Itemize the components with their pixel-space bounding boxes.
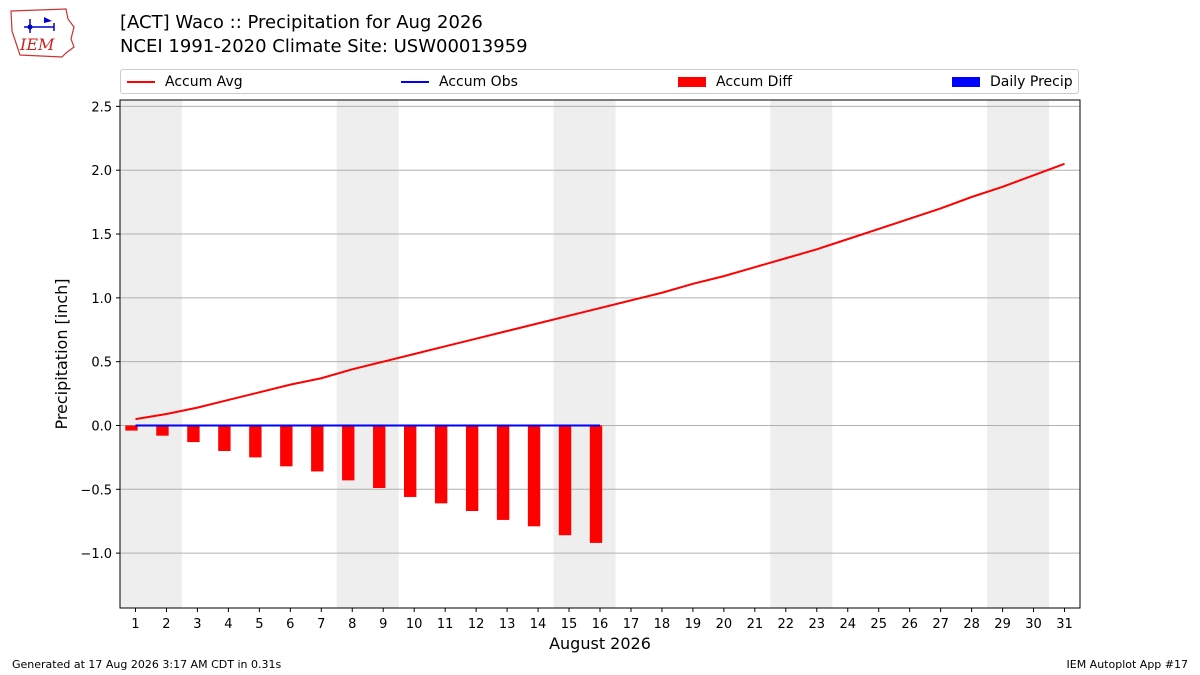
accum-diff-bar (187, 425, 200, 443)
y-axis-label: Precipitation [inch] (52, 278, 71, 429)
x-tick-label: 13 (499, 617, 516, 632)
x-tick-label: 27 (932, 617, 949, 632)
y-tick-label: 0.0 (91, 419, 112, 434)
x-tick-label: 17 (623, 617, 640, 632)
x-tick-label: 4 (224, 617, 232, 632)
x-tick-label: 10 (406, 617, 423, 632)
x-tick-label: 9 (379, 617, 387, 632)
footer-generated: Generated at 17 Aug 2026 3:17 AM CDT in … (12, 658, 282, 671)
chart-title: [ACT] Waco :: Precipitation for Aug 2026 (120, 12, 483, 33)
legend-item-accum-diff: Accum Diff (678, 74, 792, 90)
legend-item-accum-obs: Accum Obs (401, 74, 518, 90)
weekend-bands (120, 100, 1050, 608)
accum-diff-bar (465, 425, 479, 511)
x-tick-label: 23 (809, 617, 826, 632)
legend-label-daily-precip: Daily Precip (990, 74, 1073, 90)
legend-label-accum-avg: Accum Avg (165, 74, 243, 90)
accum-diff-bar (125, 425, 138, 431)
accum-diff-bar (280, 425, 293, 467)
x-tick-label: 2 (162, 617, 170, 632)
weekend-band (336, 100, 399, 608)
accum-diff-bar (311, 425, 324, 472)
legend-label-accum-diff: Accum Diff (716, 74, 793, 90)
legend-item-daily-precip: Daily Precip (952, 74, 1073, 90)
accum-diff-bar (249, 425, 262, 458)
footer-app-id: IEM Autoplot App #17 (1066, 658, 1189, 671)
accum-diff-bar (589, 425, 603, 543)
x-tick-label: 12 (468, 617, 485, 632)
y-tick-label: 0.5 (91, 356, 112, 371)
accum-diff-bar (342, 425, 355, 481)
x-tick-label: 25 (870, 617, 887, 632)
accum-diff-bar (218, 425, 231, 452)
y-tick-label: 1.5 (91, 228, 112, 243)
legend-label-accum-obs: Accum Obs (439, 74, 518, 90)
accum-diff-bar (404, 425, 417, 497)
accum-diff-bar (496, 425, 510, 520)
weekend-band (987, 100, 1050, 608)
x-tick-label: 18 (654, 617, 671, 632)
chart-legend: Accum Avg Accum Obs Accum Diff Daily Pre… (120, 69, 1079, 94)
x-tick-label: 16 (592, 617, 609, 632)
accum-diff-bar (373, 425, 386, 489)
logo-text: IEM (19, 35, 55, 54)
x-tick-label: 1 (131, 617, 139, 632)
x-tick-label: 20 (716, 617, 733, 632)
accum-diff-bar (434, 425, 448, 504)
y-tick-label: 2.5 (91, 100, 112, 115)
accum-diff-bar (156, 425, 169, 436)
legend-item-accum-avg: Accum Avg (127, 74, 243, 90)
x-tick-label: 19 (685, 617, 702, 632)
y-tick-label: 1.0 (91, 292, 112, 307)
x-tick-label: 29 (994, 617, 1011, 632)
y-tick-label: 2.0 (91, 164, 112, 179)
y-tick-label: −1.0 (80, 547, 112, 562)
x-tick-label: 30 (1025, 617, 1042, 632)
y-tick-label: −0.5 (80, 483, 112, 498)
accum-diff-bar (527, 425, 541, 527)
x-tick-label: 15 (561, 617, 578, 632)
x-tick-label: 21 (747, 617, 764, 632)
axes: −1.0−0.50.00.51.01.52.02.51 2 3 4 5 6 7 8 9 10 11 1… (80, 99, 1081, 632)
x-tick-label: 22 (778, 617, 795, 632)
weekend-band (770, 100, 833, 608)
legend-swatch-accum-obs (401, 81, 429, 83)
accum-diff-bars (125, 425, 603, 543)
weekend-band (120, 100, 182, 608)
chart-subtitle: NCEI 1991-2020 Climate Site: USW00013959 (120, 36, 528, 57)
x-tick-label: 26 (901, 617, 918, 632)
x-tick-label: 6 (286, 617, 294, 632)
x-tick-label: 3 (193, 617, 201, 632)
accum-diff-bar (558, 425, 572, 536)
x-tick-label: 14 (530, 617, 547, 632)
legend-swatch-daily-precip (952, 77, 980, 87)
x-tick-label: 5 (255, 617, 263, 632)
iem-logo: IEM (10, 8, 75, 58)
legend-swatch-accum-avg (127, 81, 155, 83)
legend-swatch-accum-diff (678, 77, 706, 87)
x-axis-label: August 2026 (549, 634, 651, 653)
accum-avg-line (135, 162, 1065, 421)
x-tick-label: 24 (839, 617, 856, 632)
x-tick-label: 8 (348, 617, 356, 632)
x-tick-label: 11 (437, 617, 454, 632)
x-tick-label: 7 (317, 617, 325, 632)
series-lines (135, 162, 1065, 427)
x-tick-label: 31 (1056, 617, 1073, 632)
x-tick-label: 28 (963, 617, 980, 632)
